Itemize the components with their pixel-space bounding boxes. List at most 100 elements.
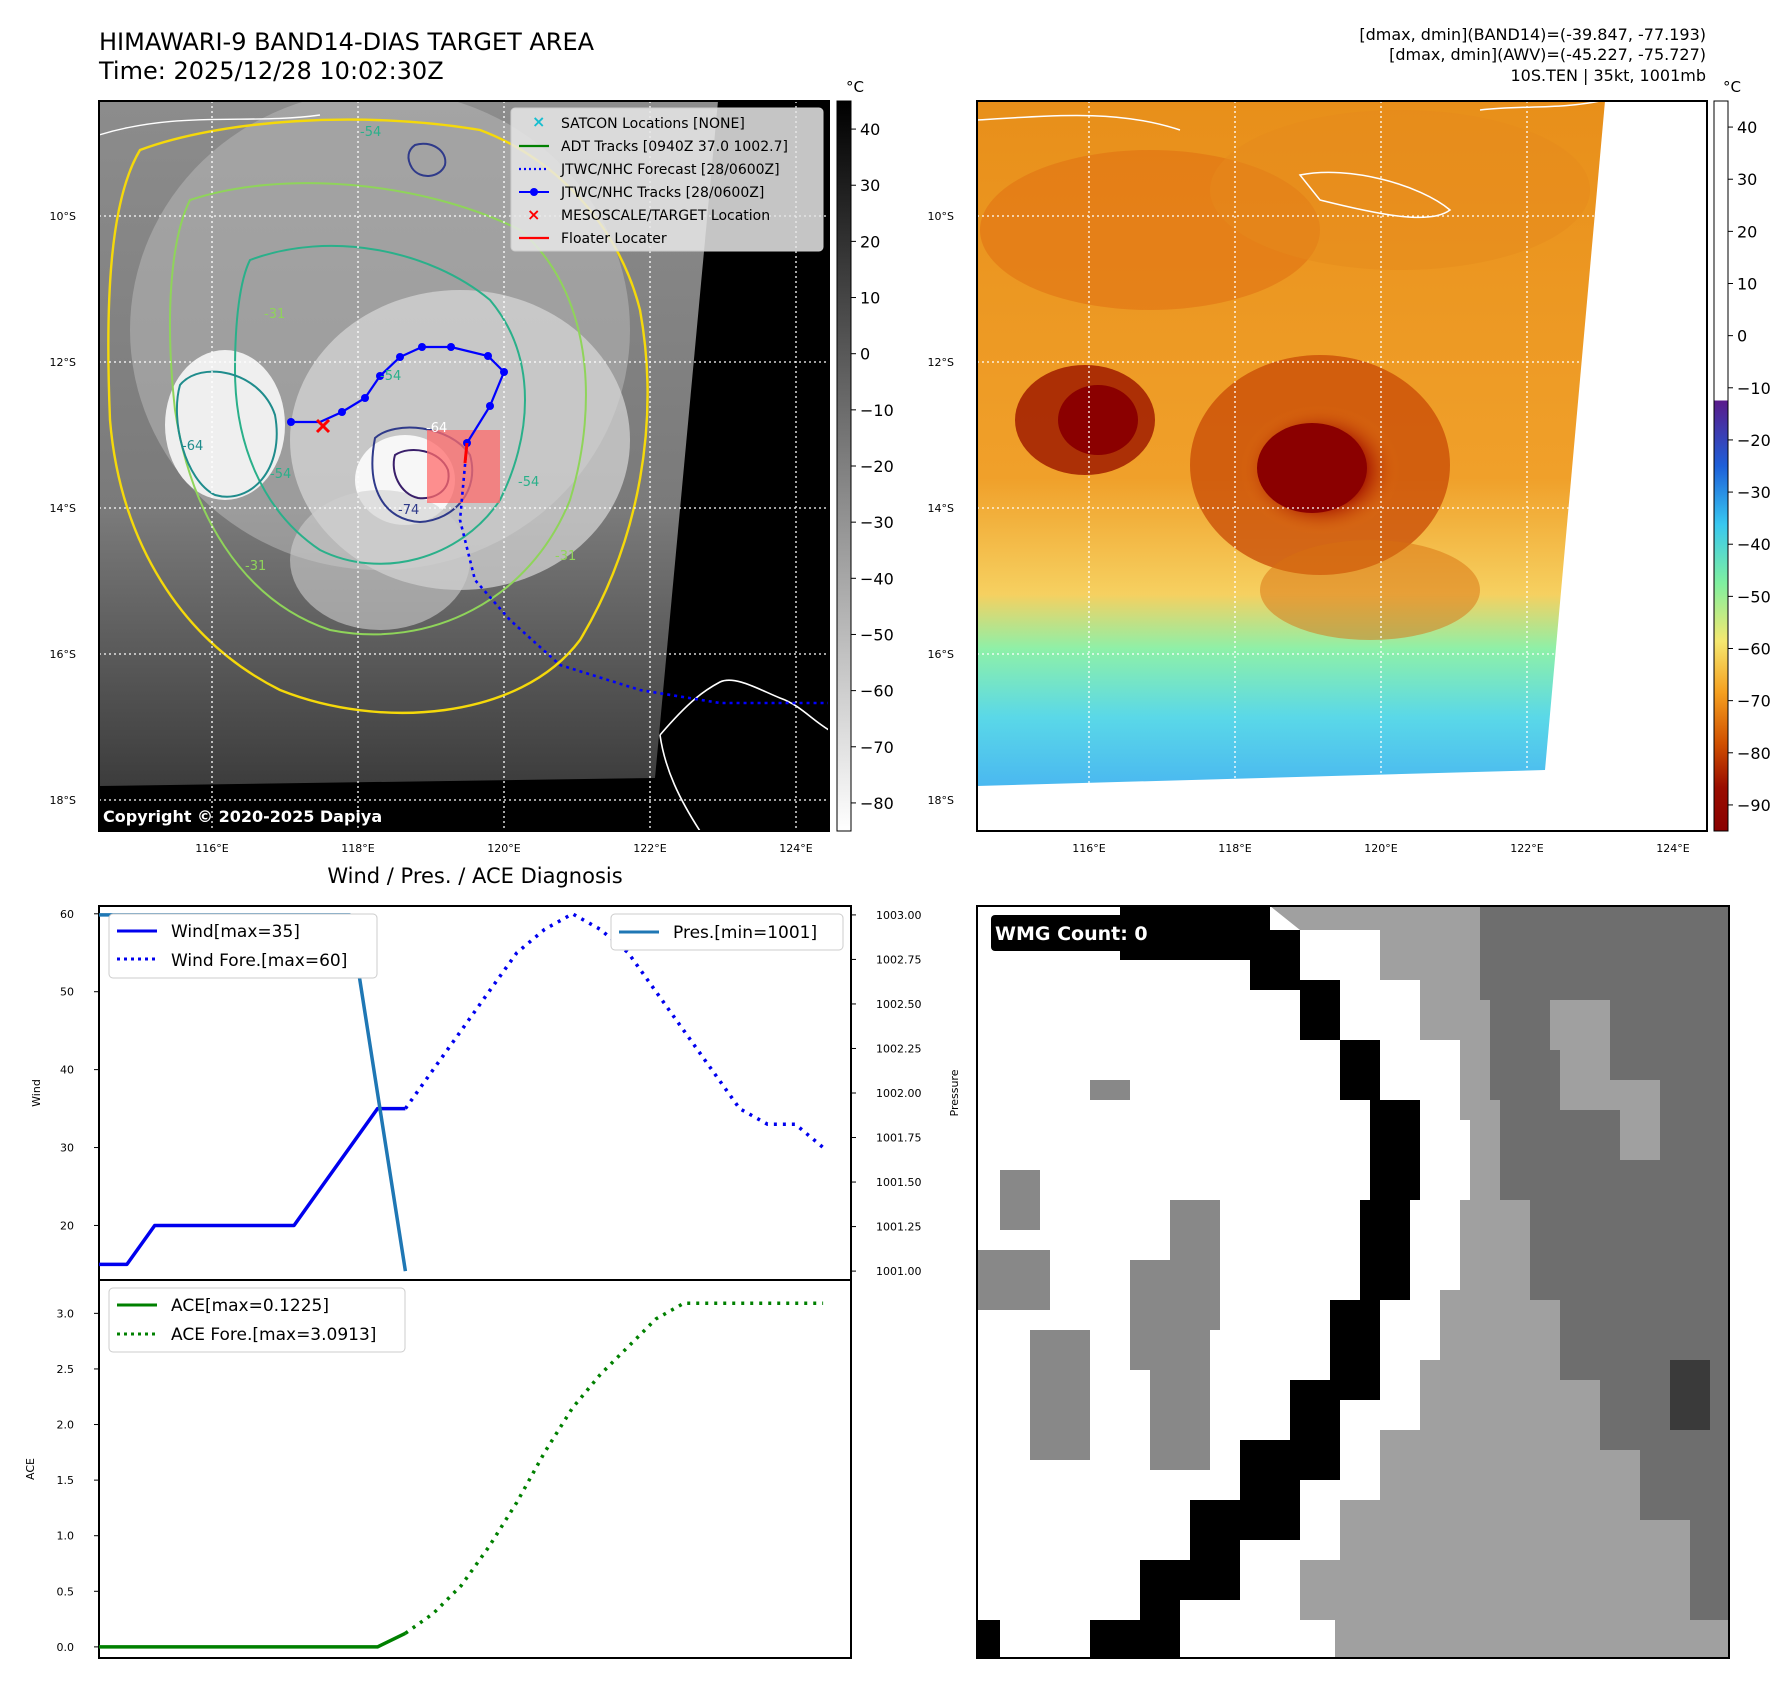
contour-label: -31 [264, 307, 285, 322]
colorbar-tick-label: −30 [860, 513, 894, 532]
contour-label: -54 [518, 475, 539, 490]
legend-pressure: Pres.[min=1001] [673, 923, 817, 943]
ace-legend: ACE[max=0.1225] ACE Fore.[max=3.0913] [108, 1287, 406, 1353]
lat-label: 12°S [50, 356, 76, 369]
lon-label: 118°E [1218, 842, 1251, 855]
contour-label: -54 [270, 467, 291, 482]
legend-floater: Floater Locater [561, 231, 667, 247]
colorbar-tick-label: 10 [1737, 275, 1757, 294]
y2-tick-label: 1001.50 [876, 1176, 922, 1189]
copyright: Copyright © 2020-2025 Dapiya [103, 807, 382, 826]
y-tick-label: 1.5 [57, 1474, 75, 1487]
y-tick-label: 30 [60, 1142, 74, 1155]
colorbar-tick-label: −10 [1737, 379, 1771, 398]
y-tick-label: 40 [60, 1064, 74, 1077]
figure-time: Time: 2025/12/28 10:02:30Z [98, 57, 444, 85]
colorbar-tick-label: 0 [860, 345, 870, 364]
colorbar-tick-label: −70 [860, 738, 894, 757]
legend-ace-forecast: ACE Fore.[max=3.0913] [171, 1325, 376, 1345]
y-tick-label: 50 [60, 986, 74, 999]
contour-label: -54 [360, 125, 381, 140]
colorbar-tick-label: −40 [1737, 535, 1771, 554]
wmg-darkgrey-region [1480, 906, 1729, 1620]
awv-unit: °C [1723, 78, 1741, 96]
y2-tick-label: 1002.50 [876, 998, 922, 1011]
pressure-legend: Pres.[min=1001] [610, 913, 844, 951]
legend-target: MESOSCALE/TARGET Location [561, 208, 770, 224]
legend-wind-forecast: Wind Fore.[max=60] [171, 951, 347, 971]
y-tick-label: 0.5 [57, 1585, 75, 1598]
figure-title: HIMAWARI-9 BAND14-DIAS TARGET AREA [99, 28, 595, 56]
jtwc-forecast [458, 442, 829, 705]
legend-jtwc-tracks: JTWC/NHC Tracks [28/0600Z] [560, 185, 764, 201]
contour-label: -74 [398, 503, 419, 518]
colorbar-tick-label: 20 [860, 232, 880, 251]
contour-label: -54 [380, 369, 401, 384]
wmg-grey-blob [1130, 1200, 1220, 1470]
coastline [659, 679, 829, 736]
lat-label: 10°S [50, 210, 76, 223]
colorbar-tick-label: −10 [860, 401, 894, 420]
lon-label: 124°E [779, 842, 812, 855]
lat-label: 14°S [50, 502, 76, 515]
y-tick-label: 60 [60, 908, 74, 921]
contour-indigo [371, 426, 474, 524]
colorbar-tick-label: −40 [860, 569, 894, 588]
lon-label: 124°E [1656, 842, 1689, 855]
y-tick-label: 2.0 [57, 1419, 75, 1432]
legend-satcon: SATCON Locations [NONE] [561, 116, 745, 132]
contour-label: -64 [182, 439, 203, 454]
y-tick-label: 20 [60, 1219, 74, 1232]
colorbar-tick-label: 40 [860, 120, 880, 139]
colorbar-tick-label: 0 [1737, 327, 1747, 346]
legend-jtwc-forecast: JTWC/NHC Forecast [28/0600Z] [560, 162, 780, 178]
stats-band14: [dmax, dmin](BAND14)=(-39.847, -77.193) [1359, 25, 1706, 44]
awv-map: 10°S 12°S 14°S 16°S 18°S 116°E 118°E 120… [928, 100, 1708, 855]
colorbar-tick-label: −50 [860, 625, 894, 644]
colorbar-tick-label: −80 [860, 794, 894, 813]
floater-locater [463, 442, 469, 464]
lon-label: 118°E [341, 842, 374, 855]
lon-label: 116°E [1072, 842, 1105, 855]
wind-legend: Wind[max=35] Wind Fore.[max=60] [108, 913, 378, 979]
wmg-panel: WMG Count: 0 [976, 905, 1730, 1659]
jtwc-track [291, 345, 506, 444]
colorbar-tick-label: 20 [1737, 222, 1757, 241]
lat-label: 18°S [50, 794, 76, 807]
lon-label: 122°E [1510, 842, 1543, 855]
map-gridlines [977, 101, 1707, 831]
lat-label: 10°S [928, 210, 954, 223]
colorbar-tick-label: −60 [860, 682, 894, 701]
colorbar-tick-label: −60 [1737, 640, 1771, 659]
y-tick-label: 1.0 [57, 1530, 75, 1543]
lat-label: 16°S [50, 648, 76, 661]
track-dot-icon [530, 188, 538, 196]
colorbar-tick-label: −30 [1737, 483, 1771, 502]
contour-label: -31 [245, 559, 266, 574]
stats-awv: [dmax, dmin](AWV)=(-45.227, -75.727) [1389, 45, 1706, 64]
contour-teal [233, 244, 526, 565]
wmg-black-region [1090, 906, 1420, 1658]
lat-label: 14°S [928, 502, 954, 515]
colorbar-tick-label: 30 [1737, 170, 1757, 189]
y2-tick-label: 1001.75 [876, 1132, 922, 1145]
contour-lightgreen [169, 182, 587, 636]
lon-label: 122°E [633, 842, 666, 855]
contour-yellow [107, 118, 649, 715]
map-legend: × SATCON Locations [NONE] ADT Tracks [09… [510, 107, 824, 252]
y2-tick-label: 1002.25 [876, 1042, 922, 1055]
satcon-x-icon: × [532, 112, 545, 131]
target-marker [315, 418, 331, 434]
colorbar-tick-label: −20 [1737, 431, 1771, 450]
colorbar-tick-label: −90 [1737, 796, 1771, 815]
y2-tick-label: 1001.25 [876, 1221, 922, 1234]
wind-pressure-chart: Wind Pressure 20 30 40 50 60 1001.00 1001.25 1… [30, 905, 961, 1281]
legend-ace: ACE[max=0.1225] [171, 1296, 329, 1316]
colorbar-tick-label: −20 [860, 457, 894, 476]
legend-adt: ADT Tracks [0940Z 37.0 1002.7] [561, 139, 788, 155]
y-tick-label: 2.5 [57, 1363, 75, 1376]
colorbar-tick-label: −80 [1737, 744, 1771, 763]
colorbar-tick-label: 10 [860, 289, 880, 308]
contour-label: -31 [555, 549, 576, 564]
y2-tick-label: 1003.00 [876, 909, 922, 922]
